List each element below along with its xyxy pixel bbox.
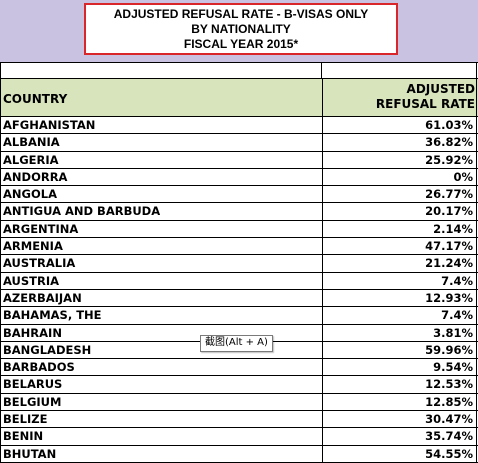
table-row: BAHAMAS, THE 7.4% xyxy=(0,307,478,325)
table-row: AFGHANISTAN 61.03% xyxy=(0,117,478,135)
title-box: ADJUSTED REFUSAL RATE - B-VISAS ONLY BY … xyxy=(84,3,398,55)
rate-cell: 20.17% xyxy=(322,203,473,220)
table-row: BHUTAN 54.55% xyxy=(0,445,478,463)
table-row: BANGLADESH 59.96% xyxy=(0,341,478,360)
table-row: ANDORRA 0% xyxy=(0,168,478,187)
table-row: BENIN 35.74% xyxy=(0,428,478,446)
country-cell: ALBANIA xyxy=(3,135,60,150)
title-band: ADJUSTED REFUSAL RATE - B-VISAS ONLY BY … xyxy=(0,0,478,62)
table-row: AZERBAIJAN 12.93% xyxy=(0,289,478,308)
country-cell: ALGERIA xyxy=(3,152,59,167)
country-cell: BAHAMAS, THE xyxy=(3,308,102,323)
table-header: COUNTRY ADJUSTED REFUSAL RATE xyxy=(0,79,478,117)
empty-row xyxy=(0,62,478,79)
rate-cell: 61.03% xyxy=(322,117,473,134)
country-cell: BENIN xyxy=(3,429,44,444)
country-cell: BELARUS xyxy=(3,377,63,392)
table-row: ANTIGUA AND BARBUDA 20.17% xyxy=(0,203,478,221)
rate-cell: 0% xyxy=(322,168,473,186)
rate-cell: 47.17% xyxy=(322,238,473,255)
country-cell: ANDORRA xyxy=(3,169,68,184)
table-right-border xyxy=(476,62,477,463)
table-row: ARMENIA 47.17% xyxy=(0,238,478,256)
country-cell: BARBADOS xyxy=(3,360,75,375)
rate-cell: 12.85% xyxy=(322,393,473,411)
title-line-2: BY NATIONALITY xyxy=(191,22,291,36)
rate-cell: 35.74% xyxy=(322,428,473,445)
rate-cell: 3.81% xyxy=(322,324,473,341)
rate-cell: 12.93% xyxy=(322,289,473,307)
table-row: ARGENTINA 2.14% xyxy=(0,220,478,239)
country-cell: AUSTRALIA xyxy=(3,256,76,271)
table-left-border xyxy=(0,62,1,463)
header-country: COUNTRY xyxy=(3,92,68,106)
country-cell: ARGENTINA xyxy=(3,221,79,236)
table-row: BELARUS 12.53% xyxy=(0,376,478,394)
table-row: ALBANIA 36.82% xyxy=(0,134,478,152)
country-cell: BELIZE xyxy=(3,412,48,427)
country-cell: ANGOLA xyxy=(3,187,57,202)
header-rate-line-1: ADJUSTED xyxy=(406,82,475,96)
table-row: BELIZE 30.47% xyxy=(0,411,478,429)
screenshot-tooltip: 截图(Alt + A) xyxy=(200,335,273,352)
country-cell: AZERBAIJAN xyxy=(3,290,82,305)
rate-cell: 12.53% xyxy=(322,376,473,393)
table-row: BARBADOS 9.54% xyxy=(0,359,478,377)
rate-cell: 54.55% xyxy=(322,445,473,462)
country-cell: BAHRAIN xyxy=(3,325,62,340)
header-rate-line-2: REFUSAL RATE xyxy=(375,97,475,111)
rate-cell: 9.54% xyxy=(322,359,473,376)
country-cell: ARMENIA xyxy=(3,239,63,254)
rate-cell: 36.82% xyxy=(322,134,473,151)
header-refusal-rate: ADJUSTED REFUSAL RATE xyxy=(322,79,475,116)
table-row: ANGOLA 26.77% xyxy=(0,186,478,204)
table-row: AUSTRALIA 21.24% xyxy=(0,255,478,273)
country-cell: BANGLADESH xyxy=(3,342,92,357)
rate-cell: 2.14% xyxy=(322,220,473,238)
country-cell: ANTIGUA AND BARBUDA xyxy=(3,204,161,219)
table-row: ALGERIA 25.92% xyxy=(0,151,478,169)
rate-cell: 26.77% xyxy=(322,186,473,203)
rate-cell: 25.92% xyxy=(322,151,473,168)
column-divider xyxy=(321,63,322,78)
country-cell: AUSTRIA xyxy=(3,273,60,288)
rate-cell: 21.24% xyxy=(322,255,473,272)
rate-cell: 7.4% xyxy=(322,272,473,289)
table-row: AUSTRIA 7.4% xyxy=(0,272,478,290)
rate-cell: 7.4% xyxy=(322,307,473,324)
country-cell: BHUTAN xyxy=(3,446,57,461)
country-cell: BELGIUM xyxy=(3,394,62,409)
rate-cell: 59.96% xyxy=(322,341,473,359)
title-line-3: FISCAL YEAR 2015* xyxy=(183,37,299,51)
table-row: BELGIUM 12.85% xyxy=(0,393,478,412)
rate-cell: 30.47% xyxy=(322,411,473,428)
title-line-1: ADJUSTED REFUSAL RATE - B-VISAS ONLY xyxy=(113,7,369,21)
country-cell: AFGHANISTAN xyxy=(3,118,96,132)
table-body: AFGHANISTAN 61.03% ALBANIA 36.82% ALGERIA 25.… xyxy=(0,117,478,463)
